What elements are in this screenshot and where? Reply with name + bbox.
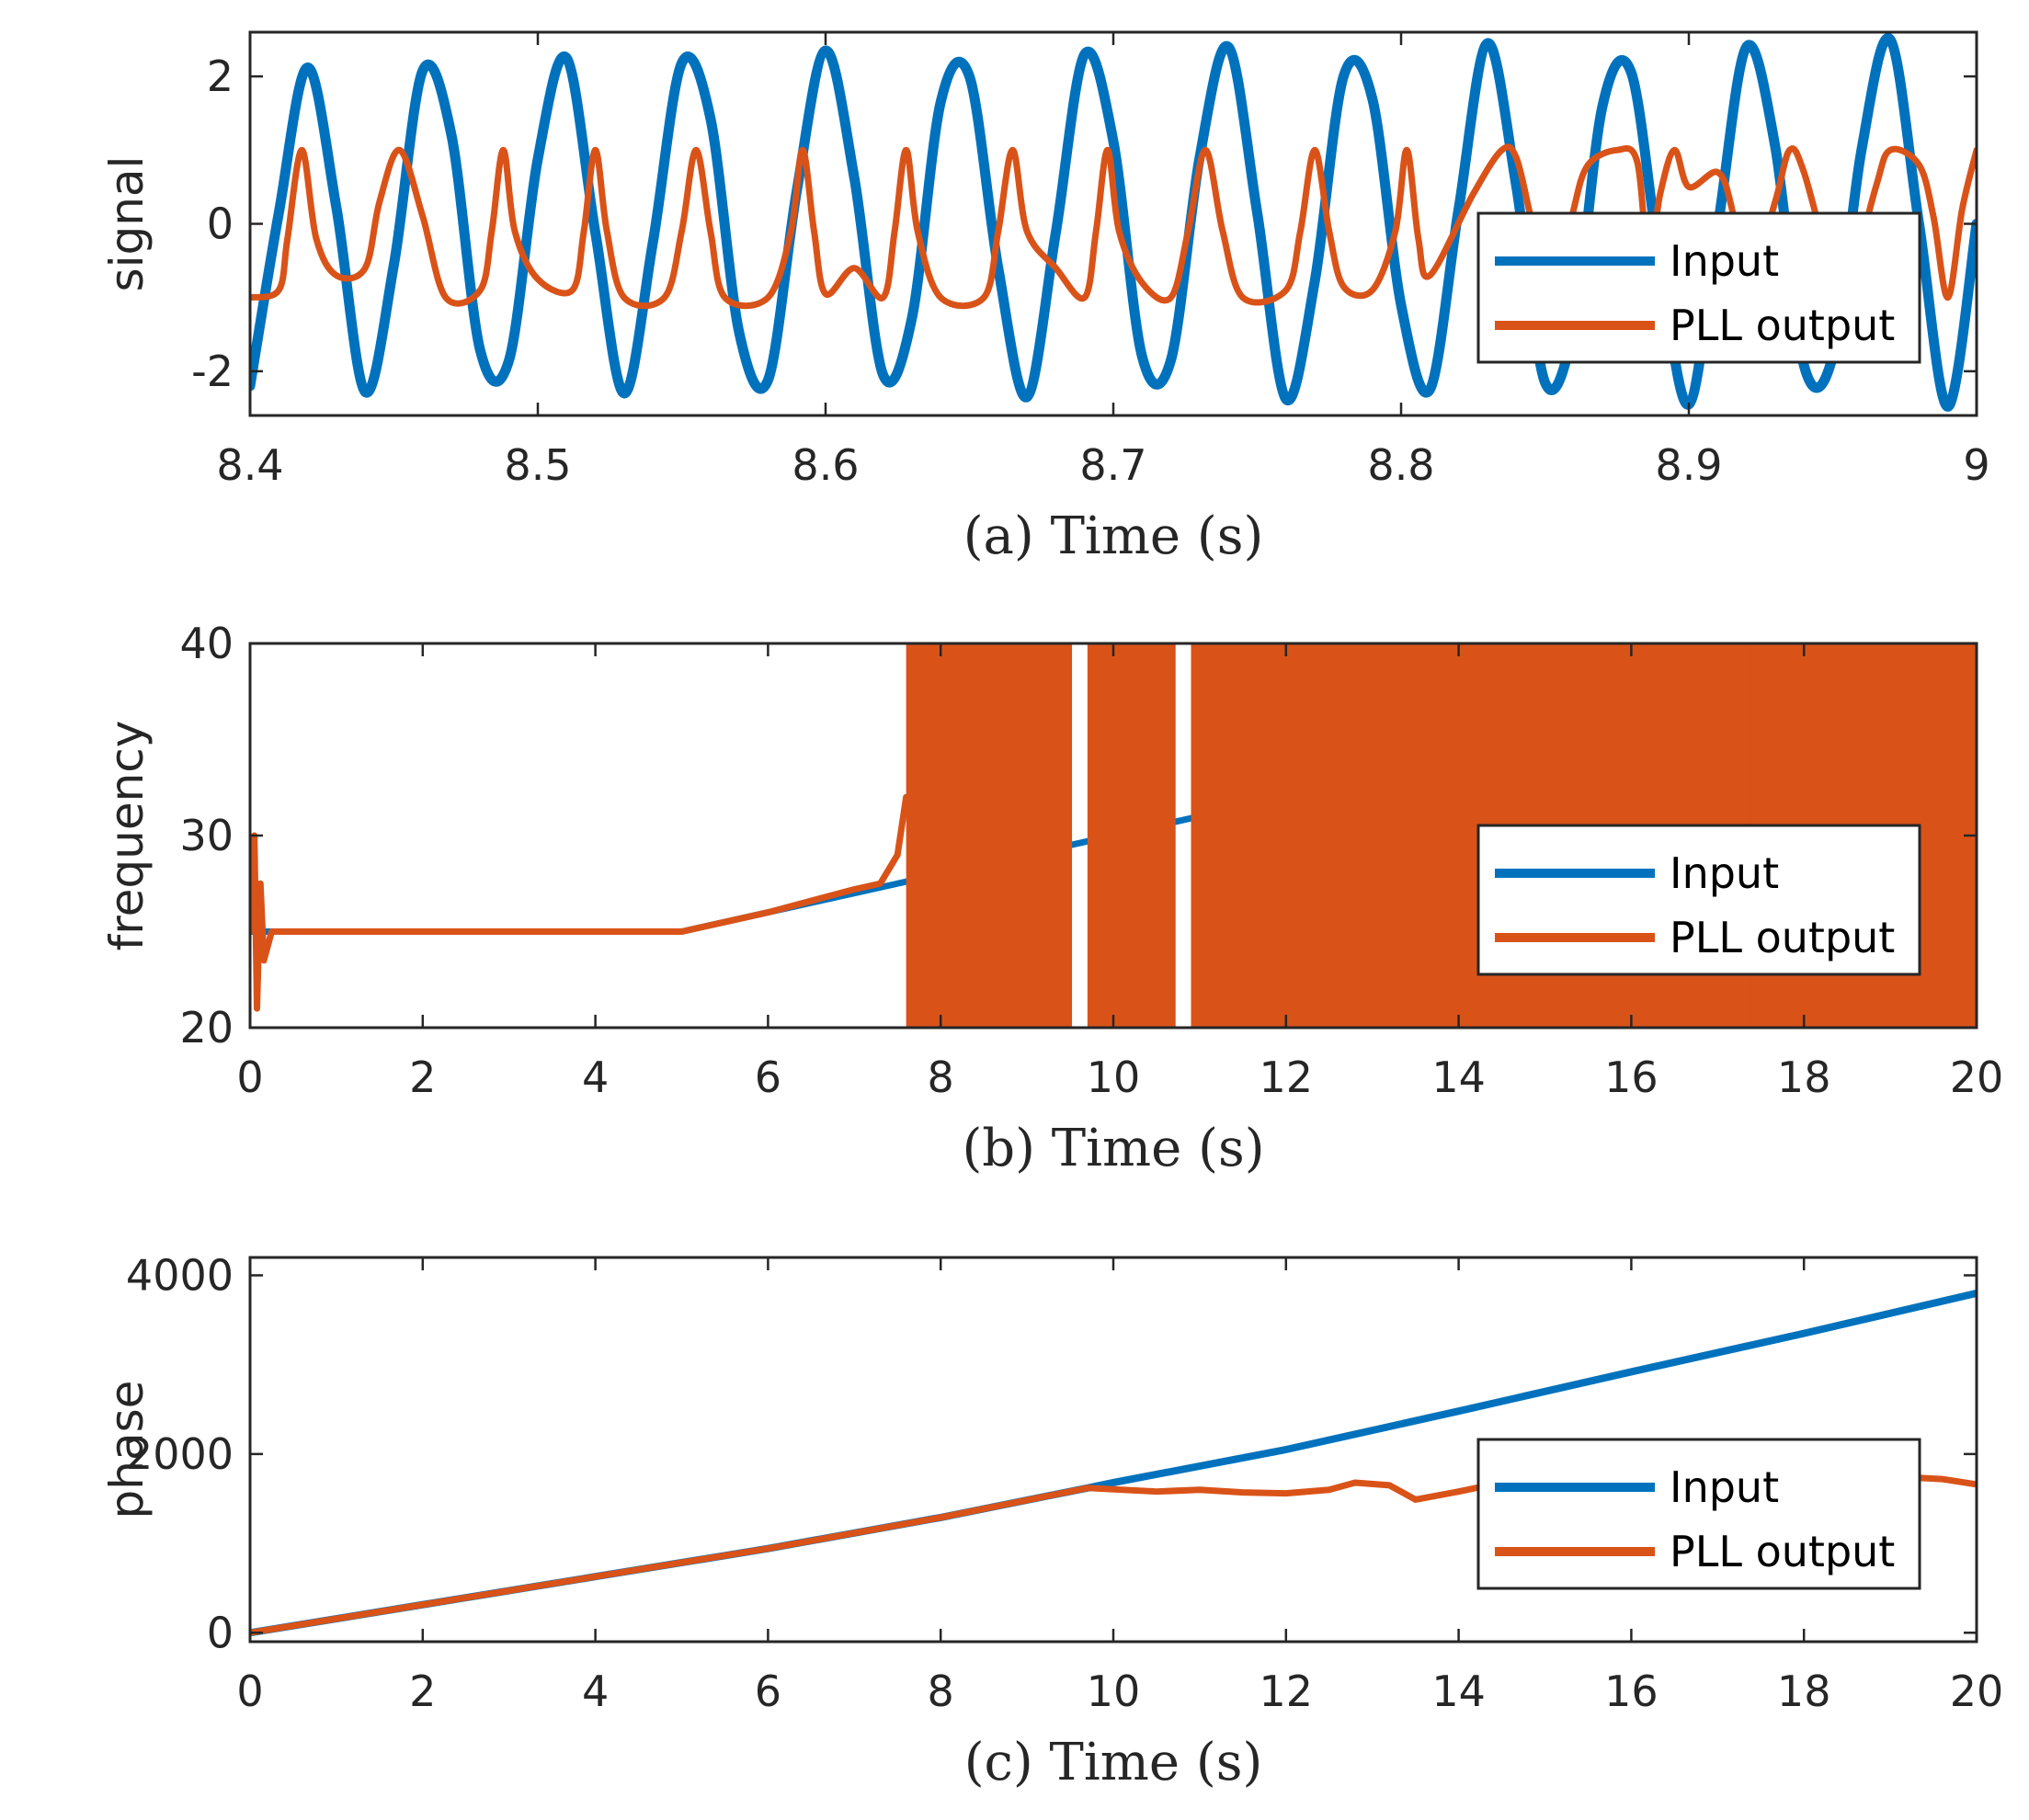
panel-phase: 0 2 4 6 8 10 12 14 16 18 20 0 2000 4000 (c) Time (s) ph… <box>100 1250 2003 1792</box>
phase-xtick-label: 8 <box>928 1666 954 1716</box>
phase-legend-box <box>1476 1438 1921 1590</box>
phase-legend: Input PLL output <box>1476 1438 1921 1590</box>
phase-ytick-label: 0 <box>207 1608 234 1657</box>
frequency-pll-oscillation-band <box>1251 643 1339 1028</box>
signal-xlabel: (a) Time (s) <box>963 506 1264 566</box>
frequency-pll-oscillation-band <box>1130 643 1174 1028</box>
phase-xtick-label: 18 <box>1777 1666 1831 1716</box>
frequency-xlabel: (b) Time (s) <box>962 1119 1264 1178</box>
frequency-ytick-label: 40 <box>179 619 234 668</box>
frequency-xtick-label: 4 <box>582 1052 609 1102</box>
frequency-ytick-label: 30 <box>179 811 234 860</box>
frequency-legend-label-input: Input <box>1670 848 1779 898</box>
frequency-pll-oscillation-band <box>906 643 967 1028</box>
signal-plot-area <box>250 32 1977 412</box>
frequency-ytick-label: 20 <box>179 1003 234 1052</box>
phase-xtick-label: 10 <box>1087 1666 1141 1716</box>
frequency-xtick-label: 2 <box>409 1052 436 1102</box>
frequency-xtick-label: 8 <box>928 1052 954 1102</box>
frequency-series-pll <box>250 793 910 1012</box>
phase-xlabel: (c) Time (s) <box>964 1733 1263 1792</box>
frequency-xtick-label: 14 <box>1431 1052 1486 1102</box>
frequency-legend-label-pll: PLL output <box>1670 913 1895 962</box>
frequency-pll-oscillation-band <box>1191 643 1235 1028</box>
frequency-xtick-label: 10 <box>1087 1052 1141 1102</box>
frequency-legend: Input PLL output <box>1476 824 1921 976</box>
phase-xtick-label: 16 <box>1604 1666 1659 1716</box>
phase-legend-label-pll: PLL output <box>1670 1527 1895 1576</box>
signal-legend-box <box>1476 211 1921 364</box>
signal-legend: Input PLL output <box>1476 211 1921 364</box>
signal-series-pll <box>250 143 1977 310</box>
frequency-pll-oscillation-band <box>966 643 1071 1028</box>
signal-xtick-label: 8.9 <box>1655 440 1722 490</box>
signal-xtick-label: 8.6 <box>792 440 859 490</box>
phase-xtick-label: 4 <box>582 1666 609 1716</box>
signal-ytick-label: 0 <box>207 199 234 249</box>
signal-xtick-label: 9 <box>1963 440 1989 490</box>
frequency-ylabel: frequency <box>100 721 154 951</box>
signal-ytick-label: 2 <box>207 51 234 101</box>
frequency-xtick-label: 12 <box>1260 1052 1314 1102</box>
signal-xtick-label: 8.4 <box>216 440 283 490</box>
frequency-pll-oscillation-band <box>1338 643 1408 1028</box>
signal-ytick-label: -2 <box>191 347 234 396</box>
phase-ytick-label: 2000 <box>126 1429 234 1479</box>
signal-xtick-label: 8.7 <box>1079 440 1146 490</box>
frequency-pll-oscillation-band <box>1234 643 1252 1028</box>
frequency-xtick-label: 6 <box>755 1052 781 1102</box>
panel-frequency: 0 2 4 6 8 10 12 14 16 18 20 20 30 40 (b) Time (s) frequ… <box>100 619 2003 1178</box>
signal-xtick-label: 8.8 <box>1367 440 1434 490</box>
phase-legend-label-input: Input <box>1670 1462 1779 1512</box>
signal-legend-label-input: Input <box>1670 236 1779 286</box>
signal-ylabel: signal <box>100 156 154 292</box>
frequency-pll-oscillation-band <box>1087 643 1131 1028</box>
signal-series-input <box>250 32 1977 412</box>
signal-xtick-label: 8.5 <box>504 440 571 490</box>
frequency-legend-box <box>1476 824 1921 976</box>
phase-ylabel: phase <box>100 1381 154 1519</box>
phase-xtick-label: 14 <box>1431 1666 1486 1716</box>
phase-xtick-label: 6 <box>755 1666 781 1716</box>
phase-xtick-label: 20 <box>1950 1666 2004 1716</box>
frequency-xtick-label: 20 <box>1950 1052 2004 1102</box>
phase-xtick-label: 12 <box>1260 1666 1314 1716</box>
frequency-xtick-label: 16 <box>1604 1052 1659 1102</box>
phase-xtick-label: 2 <box>409 1666 436 1716</box>
signal-legend-label-pll: PLL output <box>1670 301 1895 350</box>
frequency-xtick-label: 0 <box>236 1052 263 1102</box>
phase-xtick-label: 0 <box>236 1666 263 1716</box>
panel-signal: 8.4 8.5 8.6 8.7 8.8 8.9 9 -2 0 2 (a) Time (s) signa… <box>100 30 1990 566</box>
frequency-xtick-label: 18 <box>1777 1052 1831 1102</box>
phase-ytick-label: 4000 <box>126 1250 234 1300</box>
